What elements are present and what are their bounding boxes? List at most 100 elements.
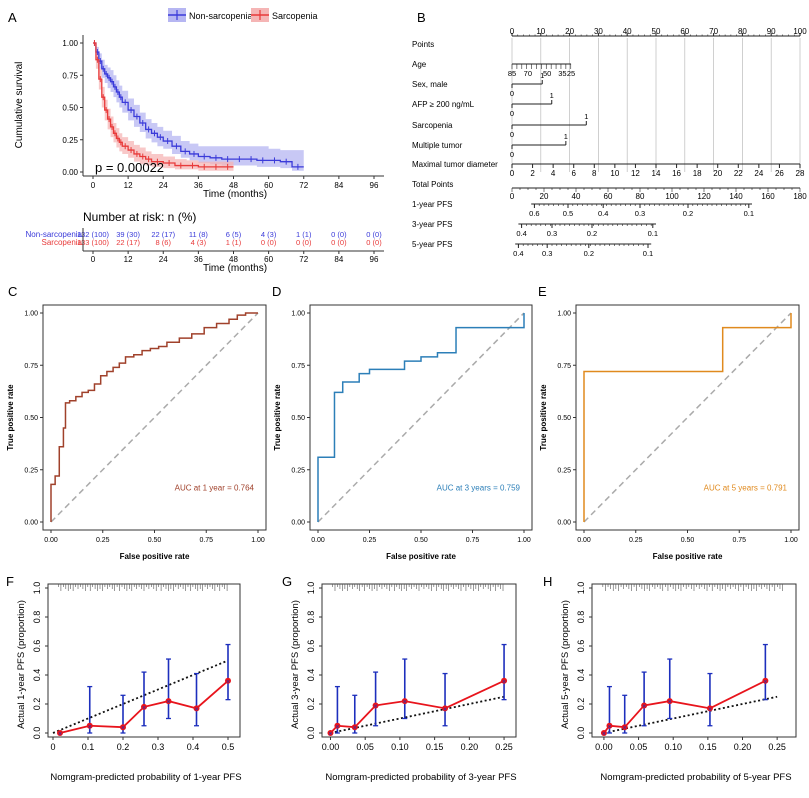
risk-cell: 4 (3)	[261, 230, 277, 239]
roc-y-label: True positive rate	[539, 384, 548, 451]
calibration-y-tick-label: 0.4	[576, 669, 586, 682]
calibration-y-tick-label: 0.0	[32, 727, 42, 740]
roc-x-tick-label: 0.75	[466, 537, 480, 544]
calibration-point	[225, 677, 231, 684]
risk-x-tick-label: 12	[124, 255, 133, 264]
nomogram-row-label: Total Points	[412, 180, 453, 189]
points-tick-label: 90	[767, 27, 776, 36]
km-legend-label-sar: Sarcopenia	[272, 11, 318, 21]
calibration-cross-mark: ×	[353, 725, 357, 732]
nomogram-row-label: Multiple tumor	[412, 141, 463, 150]
calibration-y-tick-label: 0.8	[306, 611, 316, 624]
calibration-point	[666, 698, 673, 705]
binary-tick-label: 0	[510, 130, 514, 139]
calibration-y-tick-label: 0.2	[32, 698, 42, 711]
calibration-y-tick-label: 1.0	[306, 582, 316, 595]
nomogram-panel: Points Age Sex, male AFP ≥ 200 ng/mL Sarcope…	[412, 27, 807, 258]
total-points-tick-label: 60	[604, 192, 613, 201]
km-x-tick-label: 60	[264, 181, 273, 190]
km-x-tick-label: 72	[299, 181, 308, 190]
calibration-x-tick-label: 0	[50, 742, 55, 752]
roc-y-tick-label: 0.25	[24, 467, 38, 474]
nomogram-row-label: Points	[412, 40, 434, 49]
pfs-tick-label: 0.2	[584, 249, 594, 258]
age-tick-label: 50	[543, 69, 551, 78]
calibration-ideal-line	[52, 659, 229, 734]
diameter-tick-label: 28	[796, 169, 805, 178]
roc-x-tick-label: 1.00	[251, 537, 265, 544]
calibration-x-tick-label: 0.20	[461, 742, 479, 752]
panel-label-c: C	[8, 284, 17, 299]
calibration-point	[706, 705, 713, 712]
km-x-tick-label: 12	[124, 181, 133, 190]
calibration-x-tick-label: 0.00	[322, 742, 340, 752]
roc-diagonal	[317, 312, 525, 523]
calibration-y-label: Actual 3-year PFS (proportion)	[290, 600, 301, 729]
roc-x-tick-label: 0.25	[629, 537, 643, 544]
km-y-tick-label: 0.75	[62, 71, 78, 80]
calibration-y-label: Actual 1-year PFS (proportion)	[16, 600, 27, 729]
binary-tick-label: 0	[510, 109, 514, 118]
roc-y-tick-label: 1.00	[24, 311, 38, 318]
calibration-point	[641, 702, 648, 709]
calibration-cross-mark: ×	[602, 731, 606, 738]
diameter-tick-label: 4	[551, 169, 556, 178]
points-tick-label: 80	[738, 27, 747, 36]
panel-label-f: F	[6, 574, 14, 589]
roc-panel-3y: 0.00 0.00 0.25 0.25 0.50 0.50 0.75 0.75 1.00 1.00…	[273, 304, 533, 561]
risk-table-title: Number at risk: n (%)	[83, 210, 196, 224]
diameter-tick-label: 0	[510, 169, 515, 178]
roc-y-tick-label: 0.75	[24, 363, 38, 370]
risk-cell: 0 (0)	[331, 238, 347, 247]
roc-y-tick-label: 0.00	[24, 520, 38, 527]
calibration-y-label: Actual 5-year PFS (proportion)	[560, 600, 571, 729]
calibration-x-tick-label: 0.15	[426, 742, 444, 752]
calibration-cross-mark: ×	[335, 724, 339, 731]
pfs-tick-label: 0.4	[516, 229, 526, 238]
calibration-point	[621, 724, 628, 731]
risk-cell: 22 (17)	[151, 230, 175, 239]
roc-x-tick-label: 0.25	[363, 537, 377, 544]
panel-label-d: D	[272, 284, 281, 299]
diameter-tick-label: 24	[754, 169, 763, 178]
diameter-tick-label: 26	[775, 169, 784, 178]
roc-y-tick-label: 0.75	[557, 363, 571, 370]
risk-cell: 11 (8)	[189, 230, 209, 239]
calibration-x-tick-label: 0.25	[495, 742, 513, 752]
risk-x-tick-label: 72	[299, 255, 308, 264]
km-line-0	[93, 42, 304, 168]
calibration-point	[606, 722, 613, 729]
roc-y-tick-label: 0.25	[291, 467, 305, 474]
roc-curve	[50, 312, 258, 522]
km-y-tick-label: 0.00	[62, 168, 78, 177]
age-tick-label: 70	[524, 69, 532, 78]
calibration-cross-mark: ×	[623, 725, 627, 732]
risk-cell: 133 (100)	[77, 238, 110, 247]
calibration-x-tick-label: 0.2	[117, 742, 130, 752]
roc-x-tick-label: 0.00	[311, 537, 325, 544]
nomogram-row-label: Maximal tumor diameter	[412, 160, 498, 169]
calibration-y-tick-label: 0.6	[576, 640, 586, 653]
risk-cell: 0 (0)	[296, 238, 312, 247]
pfs-tick-label: 0.1	[744, 209, 754, 218]
roc-x-tick-label: 0.50	[148, 537, 162, 544]
calibration-x-tick-label: 0.10	[664, 742, 682, 752]
calibration-x-label: Nomgram-predicted probability of 5-year …	[600, 772, 791, 783]
roc-curve	[317, 313, 525, 522]
calibration-x-tick-label: 0.00	[595, 742, 613, 752]
risk-cell: 0 (0)	[261, 238, 277, 247]
calibration-cross-mark: ×	[502, 679, 506, 686]
total-points-tick-label: 40	[572, 192, 581, 201]
km-panel: Non-sarcopenia Sarcopenia 0.000.250.500.…	[14, 8, 384, 274]
calibration-cross-mark: ×	[403, 699, 407, 706]
calibration-cross-mark: ×	[328, 731, 332, 738]
diameter-tick-label: 22	[734, 169, 743, 178]
binary-tick-label: 0	[510, 150, 514, 159]
total-points-tick-label: 100	[665, 192, 679, 201]
calibration-point	[141, 703, 147, 710]
calibration-point	[120, 724, 126, 731]
pfs-tick-label: 0.5	[563, 209, 573, 218]
calibration-y-tick-label: 0.6	[306, 640, 316, 653]
km-y-tick-label: 0.25	[62, 136, 78, 145]
diameter-tick-label: 16	[672, 169, 681, 178]
